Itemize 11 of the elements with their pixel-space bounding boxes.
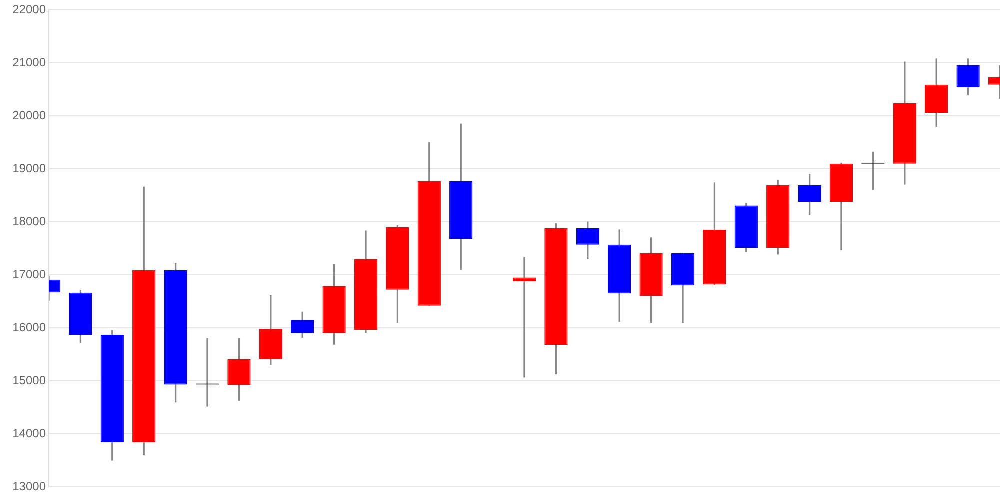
candlestick [512, 257, 536, 378]
y-tick-label: 20000 [12, 108, 46, 122]
y-tick-label: 18000 [12, 214, 46, 228]
y-tick-label: 17000 [12, 267, 46, 282]
y-tick-label: 19000 [12, 161, 46, 176]
y-tick-label: 16000 [12, 320, 46, 334]
y-tick-label: 21000 [12, 55, 46, 70]
y-tick-label: 22000 [12, 2, 46, 17]
y-tick-label: 15000 [12, 373, 46, 388]
y-tick-label: 14000 [12, 426, 46, 440]
y-tick-label: 13000 [12, 479, 46, 494]
